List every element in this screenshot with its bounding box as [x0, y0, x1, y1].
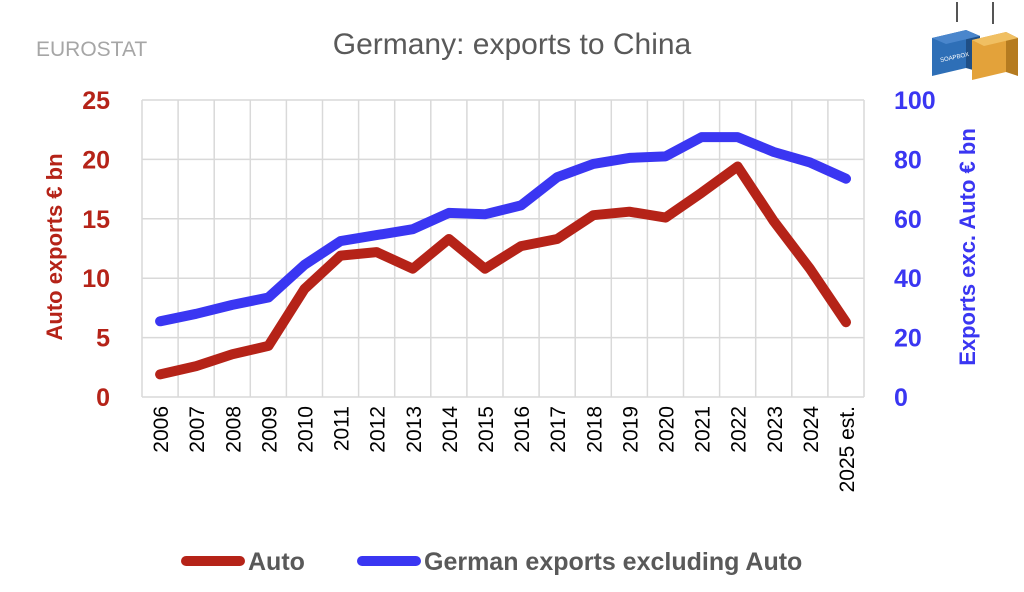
y-right-tick-label: 40: [894, 265, 922, 293]
x-tick-label: 2019: [619, 406, 642, 453]
x-tick-label: 2025 est.: [836, 406, 859, 492]
y-right-axis-label: Exports exc. Auto € bn: [955, 128, 980, 366]
y-right-tick-label: 20: [894, 325, 922, 353]
y-left-tick-label: 20: [82, 146, 110, 174]
x-tick-label: 2018: [583, 406, 606, 453]
y-right-tick-label: 60: [894, 206, 922, 234]
y-left-tick-label: 25: [82, 87, 110, 115]
x-tick-label: 2006: [150, 406, 173, 453]
x-tick-label: 2014: [439, 406, 462, 453]
x-tick-label: 2012: [367, 406, 390, 453]
x-tick-label: 2020: [655, 406, 678, 453]
x-tick-label: 2023: [764, 406, 787, 453]
y-left-tick-label: 10: [82, 265, 110, 293]
x-tick-label: 2024: [800, 406, 823, 453]
x-tick-label: 2007: [186, 406, 209, 453]
x-tick-label: 2008: [222, 406, 245, 453]
y-left-axis-label: Auto exports € bn: [42, 153, 67, 340]
x-tick-label: 2016: [511, 406, 534, 453]
legend-label: Auto: [248, 548, 305, 576]
x-tick-label: 2011: [331, 406, 354, 451]
legend-label: German exports excluding Auto: [424, 548, 802, 576]
shipping-containers-logo: SOAPBOX: [932, 2, 1018, 80]
y-left-tick-label: 15: [82, 206, 110, 234]
y-left-tick-label: 5: [96, 325, 110, 353]
x-tick-label: 2021: [692, 406, 715, 453]
source-label: EUROSTAT: [36, 38, 147, 61]
y-right-tick-label: 0: [894, 384, 908, 412]
logo-text: SOAPBOX: [940, 52, 970, 64]
x-tick-label: 2017: [547, 406, 570, 453]
x-tick-label: 2010: [294, 406, 317, 453]
x-tick-label: 2022: [728, 406, 751, 453]
legend: Auto German exports excluding Auto: [181, 548, 802, 576]
x-tick-label: 2013: [403, 406, 426, 453]
x-tick-label: 2009: [258, 406, 281, 453]
series-line-excluding-auto: [155, 132, 851, 327]
x-tick-label: 2015: [475, 406, 498, 453]
y-right-tick-label: 80: [894, 146, 922, 174]
y-left-tick-label: 0: [96, 384, 110, 412]
y-right-tick-label: 100: [894, 87, 936, 115]
chart-title: Germany: exports to China: [333, 28, 692, 61]
series-line-auto: [155, 161, 851, 380]
